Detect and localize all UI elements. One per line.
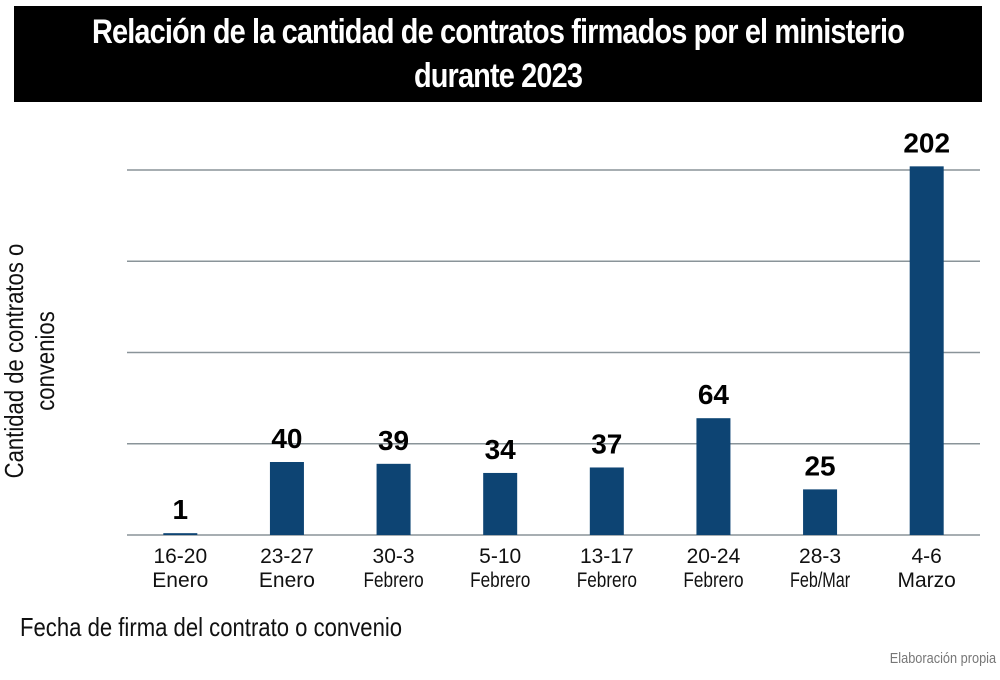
x-tick-label: Febrero — [470, 569, 530, 592]
source-note: Elaboración propia — [889, 650, 996, 667]
x-tick-label: Marzo — [898, 569, 956, 592]
bar — [589, 467, 624, 535]
x-tick-label: Febrero — [577, 569, 637, 592]
x-tick-label: 4-6 — [912, 545, 942, 568]
x-tick-label: Enero — [259, 569, 315, 592]
x-tick-label: Febrero — [683, 569, 743, 592]
x-axis-label: Fecha de firma del contrato o convenio — [20, 612, 403, 642]
x-tick-label: 28-3 — [799, 545, 841, 568]
bar — [269, 462, 304, 535]
x-tick-label: 23-27 — [260, 545, 314, 568]
x-tick-label: 20-24 — [687, 545, 741, 568]
bar — [909, 166, 944, 535]
data-label: 39 — [378, 425, 409, 456]
chart-title: Relación de la cantidad de contratos fir… — [14, 6, 982, 102]
x-tick-label: 13-17 — [580, 545, 634, 568]
data-label: 202 — [903, 127, 950, 158]
chart-title-text: Relación de la cantidad de contratos fir… — [91, 13, 905, 95]
y-axis-label: Cantidad de contratos o convenios — [0, 243, 60, 479]
x-tick-label: Enero — [152, 569, 208, 592]
data-label: 37 — [591, 428, 622, 459]
bar — [803, 489, 838, 535]
bar — [376, 463, 411, 535]
data-label: 64 — [698, 379, 730, 410]
x-tick-label: 16-20 — [153, 545, 207, 568]
bar — [696, 418, 731, 535]
data-label: 1 — [173, 494, 189, 525]
data-label: 40 — [271, 423, 302, 454]
x-tick-label: Feb/Mar — [790, 569, 850, 592]
data-label: 34 — [485, 434, 517, 465]
x-tick-label: Febrero — [363, 569, 423, 592]
x-tick-label: 30-3 — [373, 545, 415, 568]
bar — [483, 472, 518, 535]
bar — [163, 533, 198, 535]
data-label: 25 — [804, 450, 835, 481]
x-tick-label: 5-10 — [479, 545, 521, 568]
